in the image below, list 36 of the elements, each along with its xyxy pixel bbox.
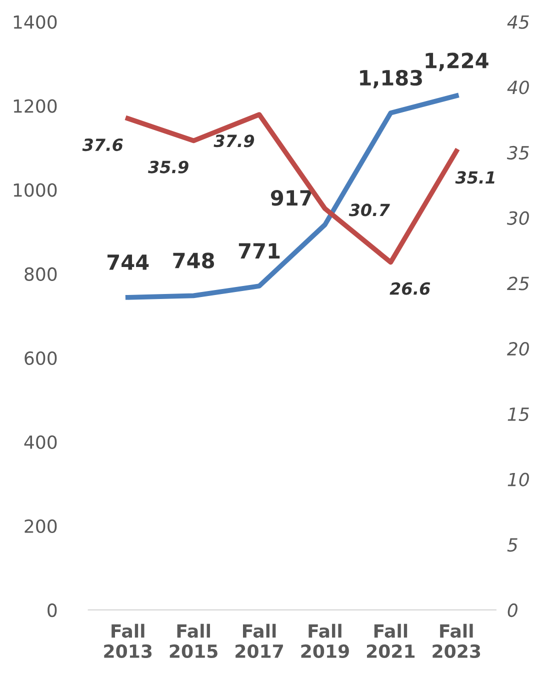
y2-tick-label: 30 xyxy=(506,211,529,225)
y-tick-label: 0 xyxy=(48,603,57,618)
x-tick-label: Fall 2019 xyxy=(301,624,349,658)
data-label: 1,224 xyxy=(426,52,488,72)
data-label: 37.6 xyxy=(82,138,123,152)
y2-tick-label: 45 xyxy=(507,15,529,29)
y2-tick-label: 10 xyxy=(508,472,529,486)
y2-tick-label: 20 xyxy=(506,342,529,356)
x-tick-label: Fall 2021 xyxy=(366,624,415,658)
y2-tick-label: 25 xyxy=(506,276,529,290)
data-label: 744 xyxy=(108,254,149,270)
y-tick-label: 400 xyxy=(24,435,57,450)
x-tick-label: Fall 2023 xyxy=(432,624,480,658)
y2-tick-label: 0 xyxy=(508,603,518,618)
y2-tick-label: 40 xyxy=(507,80,529,94)
x-tick-label: Fall 2015 xyxy=(170,624,218,658)
y-tick-label: 200 xyxy=(24,519,57,534)
data-label: 771 xyxy=(238,243,280,258)
y-tick-label: 1400 xyxy=(14,15,57,29)
data-label: 26.6 xyxy=(390,282,430,295)
data-label: 748 xyxy=(173,252,214,268)
y-tick-label: 800 xyxy=(24,267,57,281)
y-tick-label: 600 xyxy=(24,351,57,365)
x-tick-label: Fall 2013 xyxy=(104,624,152,658)
data-label: 30.7 xyxy=(348,204,390,216)
y2-tick-label: 35 xyxy=(506,146,529,160)
data-label: 35.9 xyxy=(148,160,188,174)
y2-tick-label: 5 xyxy=(507,538,518,552)
data-label: 1,183 xyxy=(360,70,422,88)
data-label: 37.9 xyxy=(214,134,254,148)
y-tick-label: 1200 xyxy=(14,99,57,113)
y2-tick-label: 15 xyxy=(508,408,529,422)
data-label: 917 xyxy=(270,190,312,206)
y-tick-label: 1000 xyxy=(14,183,57,197)
x-tick-label: Fall 2017 xyxy=(236,624,283,658)
data-label: 35.1 xyxy=(455,171,494,184)
